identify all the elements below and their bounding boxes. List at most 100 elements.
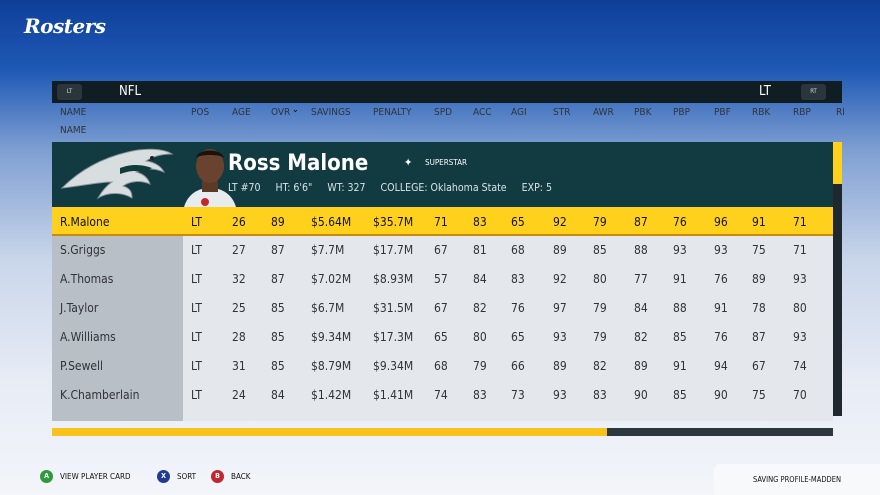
table-row[interactable]: R.Malone LT 26 89 $5.64M $35.7M 71 83 65 92 79 87 76… [52, 207, 833, 236]
cell-str: 93 [553, 388, 567, 402]
header-pbf[interactable]: PBF [714, 107, 731, 118]
cell-age: 25 [232, 301, 246, 315]
cell-awr: 79 [593, 215, 607, 229]
header-name[interactable]: NAME [60, 107, 87, 118]
cell-age: 28 [232, 330, 246, 344]
sort-label-hint: SORT [177, 472, 197, 481]
header-agi[interactable]: AGI [511, 107, 527, 118]
table-row[interactable]: A.Thomas LT 32 87 $7.02M $8.93M 57 84 83 92 80 77 91… [52, 264, 833, 293]
player-height: HT: 6'6" [275, 182, 313, 194]
cell-awr: 85 [593, 243, 607, 257]
player-college: COLLEGE: Oklahoma State [380, 182, 507, 194]
cell-pbp: 76 [673, 215, 687, 229]
cell-savings: $5.64M [311, 215, 352, 229]
header-savings[interactable]: SAVINGS [311, 107, 351, 118]
cell-penalty: $9.34M [373, 359, 414, 373]
table-row[interactable]: A.Williams LT 28 85 $9.34M $17.3M 65 80 65 93 79 82… [52, 322, 833, 351]
player-weight: WT: 327 [327, 182, 366, 194]
cell-str: 89 [553, 243, 567, 257]
cell-penalty: $8.93M [373, 272, 414, 286]
cell-rbk: 75 [752, 388, 766, 402]
header-pbk[interactable]: PBK [634, 107, 652, 118]
cell-age: 32 [232, 272, 246, 286]
cell-spd: 68 [434, 359, 448, 373]
header-acc[interactable]: ACC [473, 107, 492, 118]
cell-ovr: 85 [271, 301, 285, 315]
cell-pbf: 93 [714, 243, 728, 257]
sort-label: NAME [60, 125, 87, 136]
header-ri[interactable]: RI [836, 107, 845, 118]
cell-str: 92 [553, 272, 567, 286]
cell-ovr: 89 [271, 215, 285, 229]
sort-arrow-icon: ⌄ [292, 105, 299, 115]
cell-pos: LT [191, 215, 202, 229]
cell-ovr: 85 [271, 330, 285, 344]
cell-awr: 82 [593, 359, 607, 373]
cell-rbp: 74 [793, 359, 807, 373]
cell-acc: 79 [473, 359, 487, 373]
header-pbp[interactable]: PBP [673, 107, 691, 118]
cell-pos: LT [191, 272, 202, 286]
cell-pbk: 82 [634, 330, 648, 344]
cell-ovr: 85 [271, 359, 285, 373]
cell-acc: 80 [473, 330, 487, 344]
scrollbar-thumb[interactable] [833, 142, 842, 184]
scrollbar[interactable] [833, 142, 842, 416]
position-filter[interactable]: LT [759, 84, 771, 99]
cell-rbp: 80 [793, 301, 807, 315]
table-row[interactable]: P.Sewell LT 31 85 $8.79M $9.34M 68 79 66 89 82 89 91… [52, 351, 833, 380]
cell-pbk: 87 [634, 215, 648, 229]
cell-pos: LT [191, 388, 202, 402]
header-pos[interactable]: POS [191, 107, 210, 118]
table-row[interactable]: K.Chamberlain LT 24 84 $1.42M $1.41M 74 83 73 93 8… [52, 380, 833, 409]
cell-pbf: 76 [714, 272, 728, 286]
cell-age: 26 [232, 215, 246, 229]
cell-spd: 65 [434, 330, 448, 344]
cell-str: 93 [553, 330, 567, 344]
header-spd[interactable]: SPD [434, 107, 453, 118]
cell-spd: 71 [434, 215, 448, 229]
cell-agi: 73 [511, 388, 525, 402]
cell-pbp: 85 [673, 330, 687, 344]
table-row[interactable]: S.Griggs LT 27 87 $7.7M $17.7M 67 81 68 89 85 88 93 9… [52, 235, 833, 264]
cell-pbk: 84 [634, 301, 648, 315]
sort-hint[interactable]: X SORT [157, 470, 196, 485]
cell-pbf: 96 [714, 215, 728, 229]
back-hint[interactable]: B BACK [211, 470, 250, 485]
lb-bumper-icon[interactable]: LT [57, 84, 82, 100]
header-rbp[interactable]: RBP [793, 107, 811, 118]
header-age[interactable]: AGE [232, 107, 251, 118]
loading-progress-fill [52, 428, 607, 436]
cell-ovr: 84 [271, 388, 285, 402]
table-row[interactable]: J.Taylor LT 25 85 $6.7M $31.5M 67 82 76 97 79 84 88 9… [52, 293, 833, 322]
cell-pos: LT [191, 243, 202, 257]
cell-pbp: 93 [673, 243, 687, 257]
cell-name: A.Williams [60, 330, 116, 344]
player-tier: SUPERSTAR [425, 158, 467, 167]
cell-awr: 83 [593, 388, 607, 402]
player-portrait [184, 149, 236, 207]
x-button-icon: X [157, 470, 170, 483]
header-ovr[interactable]: OVR [271, 107, 291, 118]
header-awr[interactable]: AWR [593, 107, 614, 118]
eagle-icon [60, 148, 174, 200]
cell-acc: 82 [473, 301, 487, 315]
league-filter[interactable]: NFL [119, 84, 141, 99]
cell-pbk: 88 [634, 243, 648, 257]
view-player-card-hint[interactable]: A VIEW PLAYER CARD [40, 470, 131, 485]
cell-pbk: 90 [634, 388, 648, 402]
star-icon: ✦ [404, 156, 413, 169]
player-name: Ross Malone [228, 151, 369, 176]
cell-spd: 57 [434, 272, 448, 286]
cell-savings: $8.79M [311, 359, 352, 373]
cell-rbp: 71 [793, 215, 807, 229]
header-rbk[interactable]: RBK [752, 107, 771, 118]
b-button-icon: B [211, 470, 224, 483]
rb-bumper-icon[interactable]: RT [801, 84, 826, 100]
cell-name: J.Taylor [60, 301, 99, 315]
header-str[interactable]: STR [553, 107, 571, 118]
cell-penalty: $17.3M [373, 330, 414, 344]
cell-awr: 79 [593, 330, 607, 344]
cell-pbf: 76 [714, 330, 728, 344]
header-penalty[interactable]: PENALTY [373, 107, 412, 118]
